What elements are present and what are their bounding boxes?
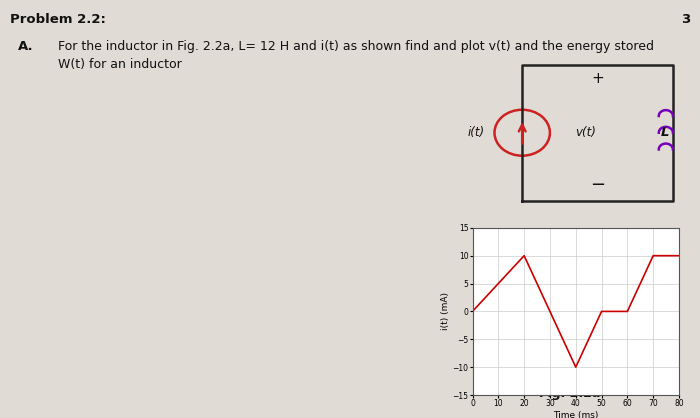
Text: i(t): i(t)	[468, 126, 484, 139]
X-axis label: Time (ms): Time (ms)	[553, 411, 598, 418]
Text: L: L	[661, 126, 669, 139]
Text: +: +	[592, 71, 604, 86]
Text: Fig. 2.2a: Fig. 2.2a	[539, 387, 601, 400]
Text: For the inductor in Fig. 2.2a, L= 12 H and i(t) as shown find and plot v(t) and : For the inductor in Fig. 2.2a, L= 12 H a…	[58, 40, 654, 53]
Y-axis label: i(t) (mA): i(t) (mA)	[440, 293, 449, 330]
Text: Problem 2.2:: Problem 2.2:	[10, 13, 106, 26]
Text: W(t) for an inductor: W(t) for an inductor	[58, 58, 182, 71]
Text: −: −	[590, 176, 606, 194]
Text: A.: A.	[18, 40, 34, 53]
Text: 3: 3	[680, 13, 690, 26]
Text: v(t): v(t)	[575, 126, 596, 139]
